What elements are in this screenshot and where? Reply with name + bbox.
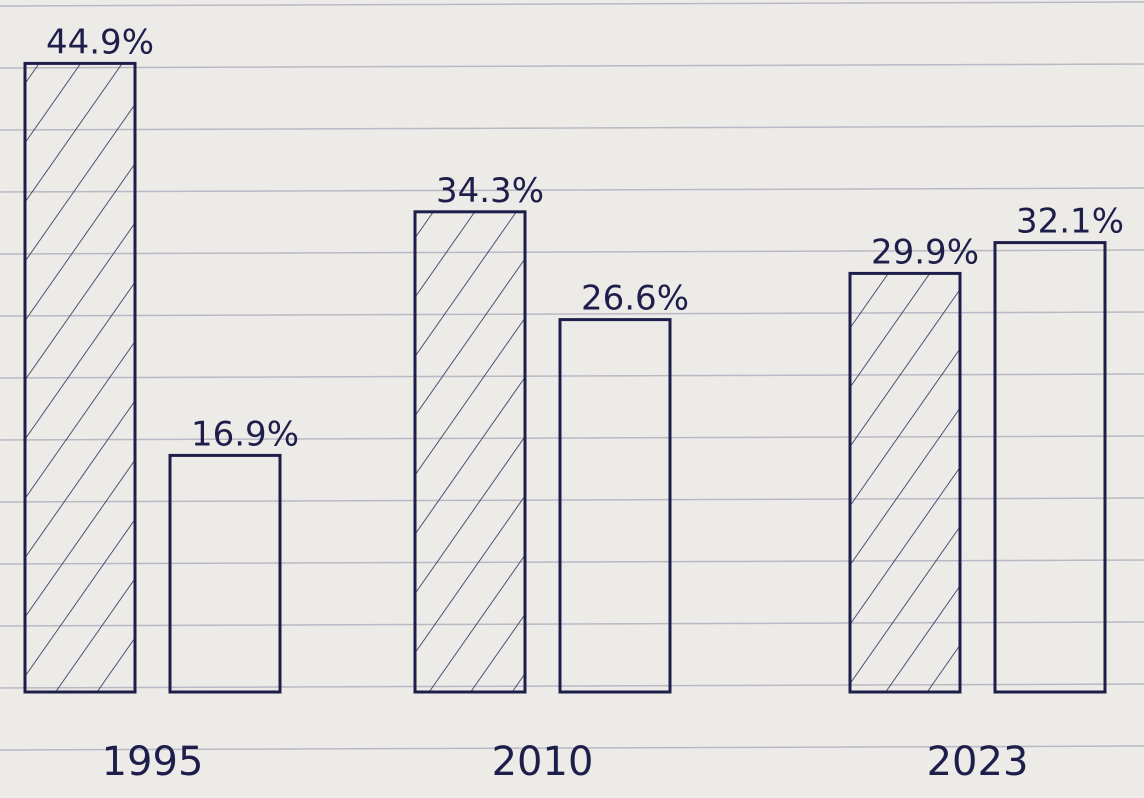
value-label: 29.9% [871, 232, 979, 272]
bar [168, 453, 282, 694]
value-label: 16.9% [191, 414, 299, 454]
value-label: 34.3% [436, 171, 544, 211]
bar [558, 318, 672, 694]
bar [848, 271, 962, 694]
x-tick-label: 1995 [102, 739, 204, 785]
x-tick-label: 2023 [927, 739, 1029, 785]
value-label: 26.6% [581, 279, 689, 319]
value-label: 32.1% [1016, 202, 1124, 242]
value-label: 44.9% [46, 22, 154, 62]
bar [413, 210, 527, 694]
x-tick-label: 2010 [492, 739, 594, 785]
paper-lines [0, 1, 1144, 751]
bar [993, 241, 1107, 694]
bar [23, 61, 137, 694]
